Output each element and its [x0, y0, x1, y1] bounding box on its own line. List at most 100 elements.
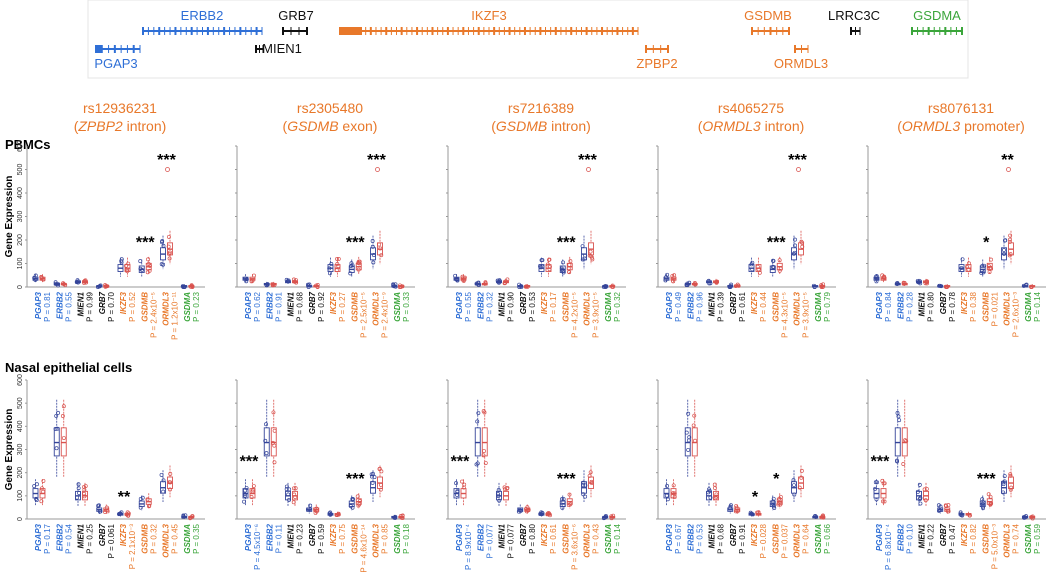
pvalue-label: GSDMAP = 0.66 — [814, 523, 832, 553]
data-point — [671, 483, 676, 488]
data-point — [882, 274, 887, 279]
pvalue-label: GSDMAP = 0.33 — [393, 291, 411, 321]
data-point — [461, 278, 466, 283]
data-point — [348, 271, 353, 276]
data-point — [800, 244, 805, 249]
pvalue-label: GRB7P = 0.47 — [939, 523, 957, 553]
data-point — [56, 282, 61, 286]
data-point — [105, 509, 110, 514]
y-tick-label: 500 — [17, 397, 24, 409]
pvalue-label: MIEN1P = 0.68 — [287, 291, 305, 321]
pgap3-utr — [96, 45, 102, 53]
data-point — [671, 279, 676, 284]
pvalue-label: GSDMBP = 4.6x10⁻¹⁴ — [350, 523, 368, 572]
data-point — [54, 413, 59, 418]
significance-stars: *** — [977, 471, 996, 488]
data-point — [925, 281, 929, 286]
data-point — [243, 493, 248, 498]
data-point — [188, 284, 193, 289]
pvalue-label: IKZF3P = 0.27 — [329, 291, 347, 321]
data-point — [181, 514, 186, 519]
data-point — [272, 460, 277, 465]
data-point — [357, 499, 362, 503]
data-point — [166, 244, 171, 249]
data-point — [778, 499, 783, 504]
data-point — [379, 253, 384, 258]
y-tick-label: 0 — [17, 517, 24, 521]
data-point — [609, 514, 614, 519]
data-point — [272, 428, 277, 433]
data-point — [665, 484, 670, 488]
pvalue-label: GRB7P = 0.53 — [519, 291, 537, 321]
data-point — [712, 482, 717, 487]
data-point — [56, 283, 61, 288]
data-point — [987, 266, 992, 271]
data-point — [979, 270, 984, 275]
y-axis-label: Gene Expression — [4, 409, 15, 491]
data-point — [392, 515, 397, 520]
data-point — [453, 273, 458, 278]
y-axis-label: Gene Expression — [4, 176, 15, 258]
data-point — [959, 266, 964, 271]
data-point — [159, 472, 164, 477]
data-point — [167, 256, 172, 261]
data-point — [161, 262, 166, 267]
data-point — [97, 284, 102, 289]
data-point — [244, 277, 249, 282]
data-point — [519, 285, 524, 289]
data-point — [797, 485, 802, 490]
significance-stars: *** — [451, 453, 470, 470]
data-point — [32, 484, 37, 489]
data-point — [370, 480, 375, 485]
data-point — [560, 497, 564, 502]
data-point — [734, 505, 739, 510]
data-point — [735, 509, 740, 514]
data-point — [946, 509, 951, 514]
data-point — [581, 480, 586, 485]
data-point — [356, 267, 361, 272]
data-point — [251, 484, 256, 488]
data-point — [244, 486, 249, 490]
data-point — [55, 426, 60, 431]
pvalue-label: IKZF3P = 0.82 — [960, 523, 978, 553]
data-point — [357, 261, 362, 266]
outlier-point — [165, 167, 170, 172]
data-point — [244, 279, 249, 284]
data-point — [582, 256, 587, 261]
significance-stars: *** — [767, 235, 786, 252]
pvalue-label: ORMDL3P = 3.9x10⁻⁵ — [793, 291, 811, 337]
snp-annotation: (ZPBP2 intron) — [74, 118, 167, 134]
data-point — [989, 501, 994, 506]
data-point — [979, 268, 984, 273]
data-point — [757, 270, 762, 275]
data-point — [693, 282, 697, 287]
data-point — [371, 253, 376, 257]
data-point — [734, 504, 739, 508]
data-point — [503, 279, 508, 284]
data-point — [497, 498, 502, 503]
data-point — [771, 258, 776, 263]
pvalue-label: PGAP3P = 0.62 — [244, 291, 262, 321]
data-point — [776, 502, 781, 507]
data-point — [538, 265, 543, 270]
data-point — [476, 280, 481, 285]
data-point — [76, 482, 81, 487]
pvalue-label: ORMDL3P = 2.4x10⁻⁹ — [372, 291, 390, 338]
data-point — [960, 513, 965, 518]
pvalue-label: GRB7P = 0.91 — [729, 523, 747, 553]
data-point — [980, 264, 985, 269]
pvalue-label: ERBB2P = 0.11 — [265, 523, 283, 553]
pvalue-label: IKZF3P = 0.61 — [540, 523, 558, 553]
data-point — [539, 510, 544, 515]
data-point — [306, 285, 311, 289]
data-point — [1024, 282, 1029, 287]
data-point — [371, 260, 376, 265]
gene-label-gsdma: GSDMA — [913, 8, 961, 23]
data-point — [799, 239, 804, 244]
data-point — [925, 279, 929, 284]
data-point — [1029, 515, 1034, 520]
pvalue-label: PGAP3P = 0.49 — [665, 291, 683, 321]
data-point — [97, 509, 102, 514]
data-point — [611, 513, 616, 518]
panel-0-1: PGAP3P = 0.62 ERBB2P = 0.91 MIEN1P = 0.68 G… — [235, 145, 415, 338]
